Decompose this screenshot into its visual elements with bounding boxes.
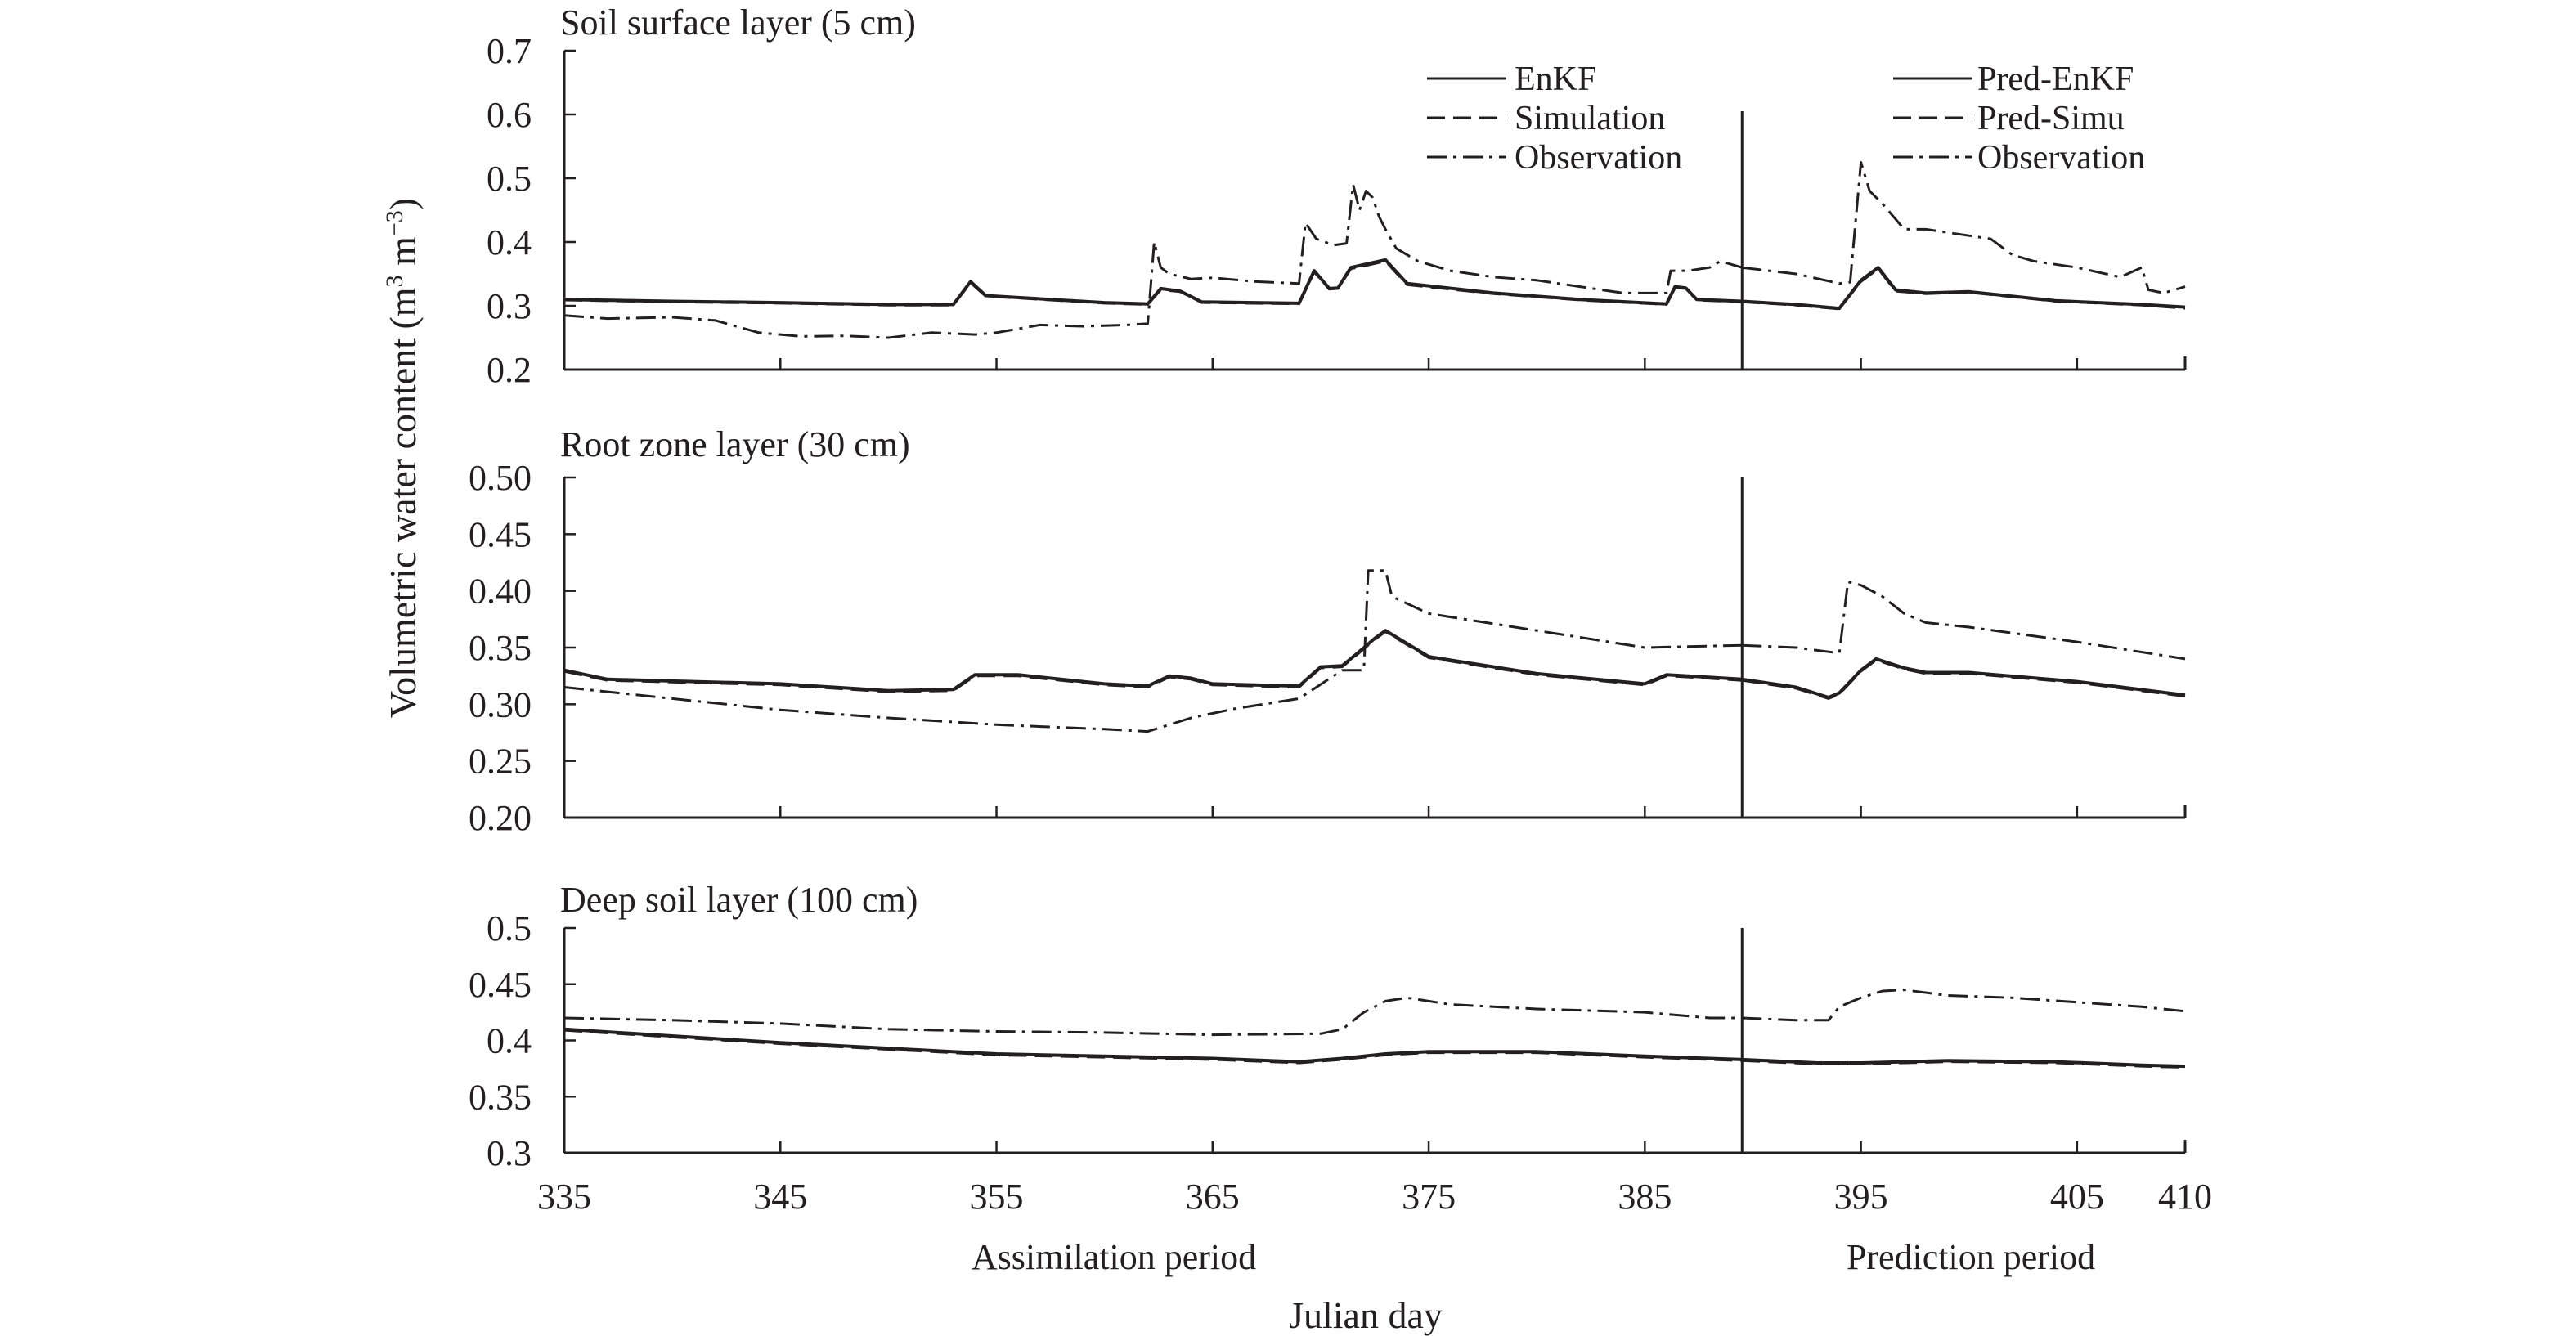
assimilation-period-label: Assimilation period (972, 1237, 1256, 1277)
series-observation-line (563, 996, 1743, 1037)
y-tick-label: 0.40 (469, 572, 532, 612)
x-tick-label: 355 (970, 1177, 1024, 1217)
y-tick-label: 0.45 (469, 965, 532, 1005)
series-simulation-line (563, 630, 1743, 693)
y-tick-label: 0.35 (469, 628, 532, 668)
legend-label: Observation (1515, 139, 1682, 177)
legend-label: Pred-EnKF (1977, 61, 2134, 98)
series-observation-line (1742, 161, 2186, 294)
y-tick-label: 0.3 (487, 286, 532, 326)
series-enkf-line (563, 629, 1743, 693)
prediction-period-label: Prediction period (1847, 1237, 2095, 1277)
y-tick-label: 0.25 (469, 742, 532, 782)
legend-label: Observation (1977, 139, 2145, 177)
series-observation-line (563, 569, 1743, 733)
x-axis-title: Julian day (1289, 1294, 1443, 1336)
legend-label: Pred-Simu (1977, 100, 2125, 137)
legend-label: Simulation (1515, 100, 1665, 137)
x-tick-label: 410 (2158, 1177, 2212, 1217)
y-tick-label: 0.6 (487, 95, 532, 135)
y-tick-label: 0.45 (469, 514, 532, 554)
series-pred-enkf-line (1742, 657, 2186, 699)
y-axis-title: Volumetric water content (m3 m−3) (381, 198, 424, 718)
x-tick-label: 385 (1618, 1177, 1672, 1217)
panel-2: Root zone layer (30 cm) 0.20 0.25 0.30 0.35 0… (469, 424, 2187, 838)
x-tick-label: 345 (753, 1177, 807, 1217)
x-tick-label: 375 (1402, 1177, 1456, 1217)
series-simulation-line (563, 259, 1743, 307)
y-tick-label: 0.5 (487, 908, 532, 948)
y-tick-label: 0.7 (487, 31, 532, 71)
x-tick-label: 365 (1186, 1177, 1240, 1217)
y-tick-label: 0.50 (469, 458, 532, 498)
y-tick-label: 0.35 (469, 1077, 532, 1117)
x-tick-label: 335 (537, 1177, 591, 1217)
x-tick-label: 405 (2050, 1177, 2104, 1217)
y-tick-label: 0.4 (487, 222, 532, 262)
panel-title: Soil surface layer (5 cm) (560, 2, 916, 43)
legend-label: EnKF (1515, 61, 1596, 98)
series-observation-line (1742, 581, 2186, 661)
series-pred-enkf-line (1742, 266, 2186, 311)
y-tick-label: 0.20 (469, 798, 532, 838)
series-observation-line (563, 183, 1743, 339)
panel-3: Deep soil layer (100 cm) 0.3 0.35 0.4 0.45 0.… (469, 880, 2187, 1173)
series-observation-line (1742, 989, 2186, 1022)
series-pred-simu-line (1742, 1059, 2186, 1069)
y-tick-label: 0.30 (469, 684, 532, 724)
y-tick-label: 0.2 (487, 350, 532, 390)
y-tick-label: 0.4 (487, 1021, 532, 1061)
panel-1: Soil surface layer (5 cm) 0.2 0.3 0.4 0.5 0.6… (487, 2, 2187, 390)
y-tick-label: 0.3 (487, 1133, 532, 1173)
y-tick-label: 0.5 (487, 159, 532, 199)
x-tick-label: 395 (1834, 1177, 1888, 1217)
panel-title: Root zone layer (30 cm) (560, 424, 910, 464)
series-pred-simu-line (1742, 658, 2186, 700)
panel-title: Deep soil layer (100 cm) (560, 880, 918, 920)
series-pred-simu-line (1742, 267, 2186, 311)
series-simulation-line (563, 1029, 1743, 1065)
